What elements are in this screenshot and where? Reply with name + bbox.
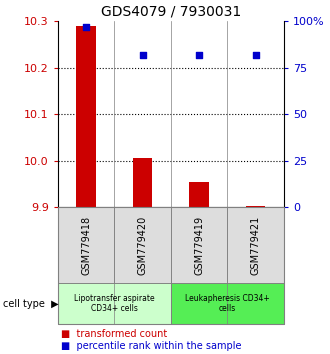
Bar xyxy=(133,158,152,207)
Text: GSM779421: GSM779421 xyxy=(250,216,261,275)
Point xyxy=(196,52,202,57)
Point xyxy=(83,24,89,30)
Text: cell type  ▶: cell type ▶ xyxy=(3,298,59,309)
Text: GSM779419: GSM779419 xyxy=(194,216,204,275)
Text: Leukapheresis CD34+
cells: Leukapheresis CD34+ cells xyxy=(185,294,270,313)
Text: GSM779418: GSM779418 xyxy=(81,216,91,275)
Bar xyxy=(189,182,209,207)
Bar xyxy=(246,206,265,207)
Point xyxy=(140,52,145,57)
Point xyxy=(253,52,258,57)
Text: ■  transformed count: ■ transformed count xyxy=(61,330,167,339)
Text: ■  percentile rank within the sample: ■ percentile rank within the sample xyxy=(61,342,242,352)
Text: GSM779420: GSM779420 xyxy=(138,216,148,275)
Title: GDS4079 / 7930031: GDS4079 / 7930031 xyxy=(101,5,241,19)
Text: Lipotransfer aspirate
CD34+ cells: Lipotransfer aspirate CD34+ cells xyxy=(74,294,154,313)
Bar xyxy=(76,26,96,207)
